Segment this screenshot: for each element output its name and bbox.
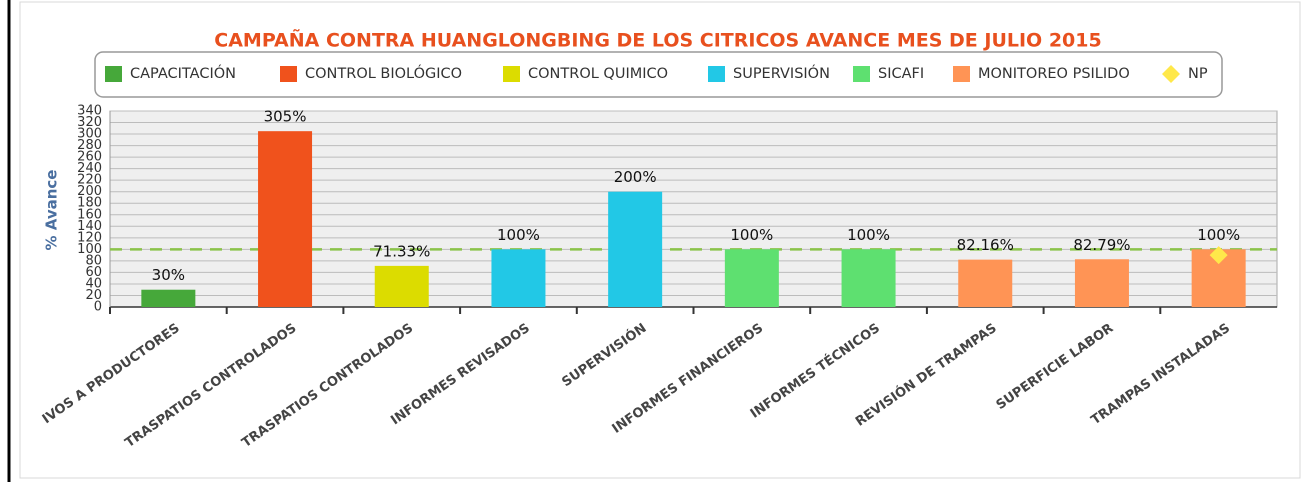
legend-label: CAPACITACIÓN [130, 64, 236, 82]
y-axis-label: % Avance [43, 170, 61, 251]
data-label: 100% [847, 226, 890, 244]
bar [258, 131, 313, 307]
y-tick-label: 140 [77, 219, 102, 234]
y-tick-label: 300 [77, 127, 102, 142]
data-label: 200% [614, 168, 657, 186]
y-tick-label: 200 [77, 184, 102, 199]
legend-swatch [708, 66, 725, 82]
legend-label: NP [1188, 66, 1208, 82]
legend-swatch [280, 66, 297, 82]
data-label: 82.16% [957, 236, 1014, 254]
data-label: 305% [264, 108, 307, 126]
bar [1074, 259, 1129, 307]
bar [608, 191, 663, 307]
y-tick-label: 120 [77, 230, 102, 245]
y-tick-label: 220 [77, 173, 102, 188]
y-tick-label: 180 [77, 196, 102, 211]
chart-title: CAMPAÑA CONTRA HUANGLONGBING DE LOS CITR… [214, 28, 1101, 52]
data-label: 30% [152, 266, 185, 284]
data-label: 71.33% [373, 242, 430, 260]
y-tick-label: 0 [94, 300, 102, 315]
legend-label: SUPERVISIÓN [733, 64, 830, 82]
np-marker [1209, 246, 1228, 265]
legend-label: SICAFI [878, 66, 924, 82]
y-tick-label: 40 [85, 276, 102, 291]
bar [491, 249, 546, 307]
y-tick-label: 60 [85, 265, 102, 280]
legend-label: MONITOREO PSILIDO [978, 66, 1130, 82]
y-tick-label: 260 [77, 150, 102, 165]
bar [958, 259, 1013, 307]
frame [19, 1, 1301, 479]
y-tick-label: 80 [85, 253, 102, 268]
legend-box [94, 51, 1223, 98]
bar [374, 265, 429, 307]
y-tick-label: 340 [77, 104, 102, 119]
bar [141, 289, 196, 307]
bar [841, 249, 896, 307]
data-label: 100% [730, 226, 773, 244]
data-label: 100% [1197, 226, 1240, 244]
legend-swatch [853, 66, 870, 82]
data-label: 100% [497, 226, 540, 244]
y-tick-label: 320 [77, 115, 102, 130]
legend-swatch [1162, 65, 1180, 83]
legend-swatch [953, 66, 970, 82]
legend-swatch [503, 66, 520, 82]
y-tick-label: 280 [77, 138, 102, 153]
legend-swatch [105, 66, 122, 82]
y-tick-label: 240 [77, 161, 102, 176]
y-tick-label: 20 [85, 288, 102, 303]
bar [724, 249, 779, 307]
legend-label: CONTROL BIOLÓGICO [305, 64, 462, 82]
y-tick-label: 160 [77, 207, 102, 222]
data-label: 82.79% [1073, 236, 1130, 254]
y-tick-label: 100 [77, 242, 102, 257]
legend-label: CONTROL QUIMICO [528, 66, 668, 82]
